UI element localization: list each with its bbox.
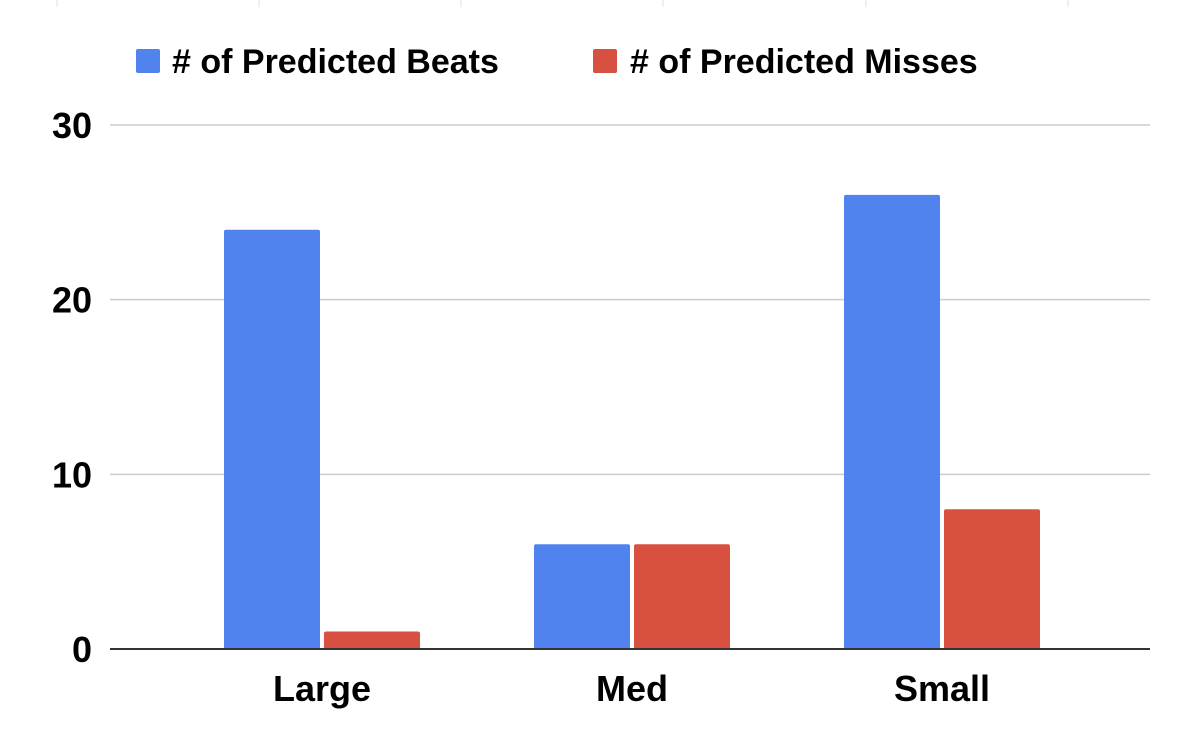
y-tick-label: 30: [52, 105, 92, 146]
x-category-labels: Large Med Small: [273, 668, 990, 709]
x-category-label: Small: [894, 668, 990, 709]
legend-swatch: [593, 49, 617, 73]
y-tick-label: 0: [72, 629, 92, 670]
bar-small-series-2: [944, 509, 1040, 649]
y-tick-label: 20: [52, 280, 92, 321]
legend-swatch: [136, 49, 160, 73]
bar-large-series-1: [224, 229, 320, 650]
bar-small-series-1: [844, 194, 940, 649]
y-tick-labels: 0 10 20 30: [52, 105, 92, 670]
x-category-label: Med: [596, 668, 668, 709]
legend-label: # of Predicted Beats: [172, 43, 499, 81]
bar-med-series-1: [534, 544, 630, 649]
y-tick-label: 10: [52, 454, 92, 495]
x-category-label: Large: [273, 668, 371, 709]
top-tick-marks: [56, 0, 1069, 7]
bar-med-series-2: [634, 544, 730, 649]
bar-large-series-2: [324, 631, 420, 649]
bars: [224, 194, 1040, 650]
legend: # of Predicted Beats # of Predicted Misse…: [136, 43, 978, 81]
legend-label: # of Predicted Misses: [630, 43, 978, 81]
